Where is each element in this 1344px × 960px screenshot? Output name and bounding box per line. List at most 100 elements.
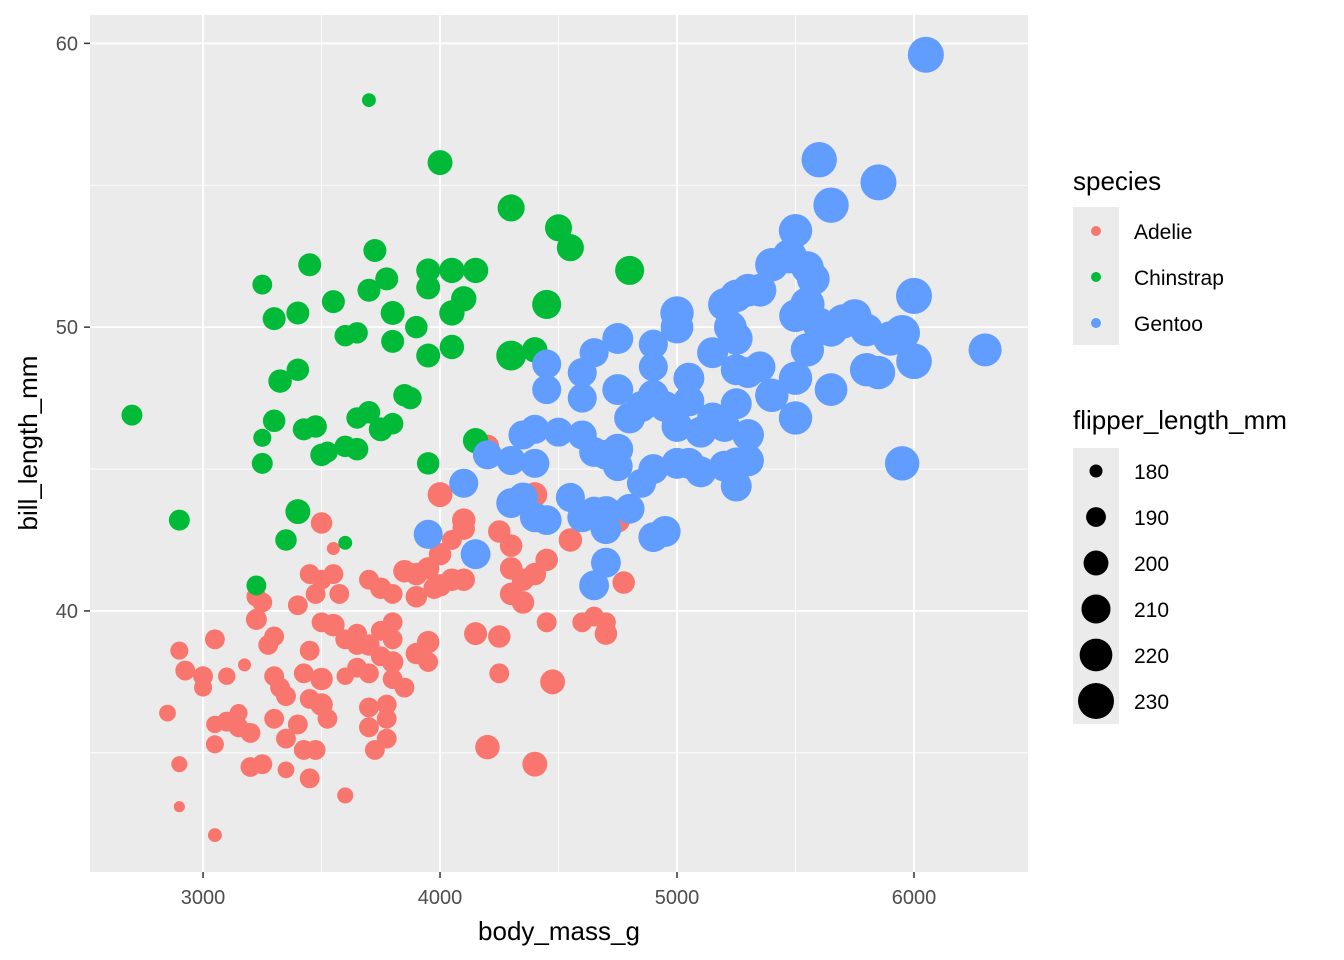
point-adelie [522, 751, 548, 777]
point-adelie [405, 642, 428, 665]
point-chinstrap [363, 239, 387, 263]
point-gentoo [907, 36, 944, 73]
point-gentoo [814, 373, 848, 406]
size-legend-key [1079, 638, 1113, 672]
point-adelie [317, 708, 338, 729]
legend-key-gentoo [1091, 318, 1101, 328]
size-legend: flipper_length_mm 180 190 200 210 220 230 [1073, 405, 1287, 724]
legend-key-chinstrap [1091, 272, 1101, 282]
point-gentoo [743, 273, 777, 307]
point-gentoo [626, 468, 657, 498]
point-gentoo [638, 352, 668, 382]
point-chinstrap [615, 255, 645, 285]
point-chinstrap [334, 324, 356, 347]
point-adelie [245, 608, 267, 630]
point-adelie [229, 704, 248, 723]
point-adelie [299, 640, 320, 661]
point-adelie [364, 740, 385, 760]
point-gentoo [413, 519, 443, 549]
point-chinstrap [286, 358, 310, 381]
point-chinstrap [380, 300, 405, 325]
point-chinstrap [268, 369, 292, 393]
point-adelie [252, 754, 273, 775]
point-adelie [376, 708, 397, 729]
point-gentoo [849, 353, 884, 387]
point-gentoo [720, 388, 752, 420]
axis-ticks: 3000 4000 5000 6000 40 50 60 [56, 33, 937, 909]
point-chinstrap [338, 535, 353, 550]
point-adelie [572, 612, 593, 633]
point-chinstrap [416, 452, 440, 475]
point-adelie [488, 625, 511, 648]
point-gentoo [590, 513, 622, 545]
point-gentoo [579, 570, 609, 601]
point-adelie [170, 641, 189, 660]
point-gentoo [661, 410, 693, 442]
point-chinstrap [544, 214, 573, 242]
point-gentoo [543, 417, 574, 447]
point-chinstrap [253, 428, 272, 447]
legend-key-adelie [1091, 226, 1101, 236]
point-adelie [464, 622, 488, 646]
size-legend-label: 220 [1134, 645, 1169, 668]
point-adelie [205, 735, 224, 754]
point-chinstrap [262, 307, 286, 331]
point-adelie [428, 542, 452, 566]
size-legend-key [1086, 507, 1106, 527]
point-adelie [337, 787, 354, 804]
point-adelie [276, 686, 296, 706]
point-adelie [499, 534, 523, 557]
point-adelie [293, 740, 314, 760]
x-tick-label: 6000 [892, 887, 937, 909]
point-gentoo [602, 433, 634, 465]
point-gentoo [602, 323, 634, 354]
point-adelie [489, 663, 510, 684]
point-gentoo [778, 361, 813, 395]
point-gentoo [579, 437, 609, 467]
point-chinstrap [416, 343, 441, 368]
point-adelie [612, 571, 635, 594]
point-adelie [305, 583, 326, 604]
point-gentoo [567, 383, 597, 413]
point-gentoo [660, 310, 694, 344]
point-adelie [382, 669, 403, 689]
point-adelie [173, 801, 185, 813]
point-chinstrap [497, 194, 525, 222]
point-chinstrap [439, 334, 465, 360]
point-adelie [171, 756, 188, 773]
point-gentoo [968, 333, 1002, 367]
point-gentoo [531, 505, 562, 536]
point-chinstrap [416, 275, 441, 300]
size-legend-label: 200 [1134, 553, 1169, 576]
point-adelie [376, 694, 397, 715]
x-tick-label: 3000 [181, 887, 226, 909]
point-chinstrap [321, 290, 345, 314]
point-chinstrap [345, 437, 369, 461]
point-chinstrap [439, 300, 465, 326]
point-gentoo [778, 401, 813, 435]
point-adelie [207, 828, 222, 843]
point-adelie [427, 482, 453, 508]
point-adelie [264, 708, 285, 729]
point-adelie [258, 635, 279, 655]
point-gentoo [449, 468, 479, 498]
point-adelie [310, 512, 333, 534]
size-legend-label: 180 [1134, 461, 1169, 484]
point-gentoo [602, 374, 634, 406]
point-gentoo [496, 445, 526, 476]
y-tick-label: 40 [56, 601, 78, 623]
point-adelie [277, 761, 295, 779]
point-chinstrap [439, 257, 465, 284]
point-chinstrap [304, 415, 327, 438]
point-gentoo [732, 444, 764, 477]
point-chinstrap [275, 529, 297, 551]
point-gentoo [796, 262, 830, 296]
point-gentoo [697, 337, 729, 369]
point-adelie [536, 612, 557, 633]
point-adelie [451, 508, 476, 532]
size-legend-key [1083, 550, 1109, 576]
point-adelie [240, 723, 261, 743]
point-gentoo [860, 164, 897, 201]
point-chinstrap [357, 278, 381, 302]
